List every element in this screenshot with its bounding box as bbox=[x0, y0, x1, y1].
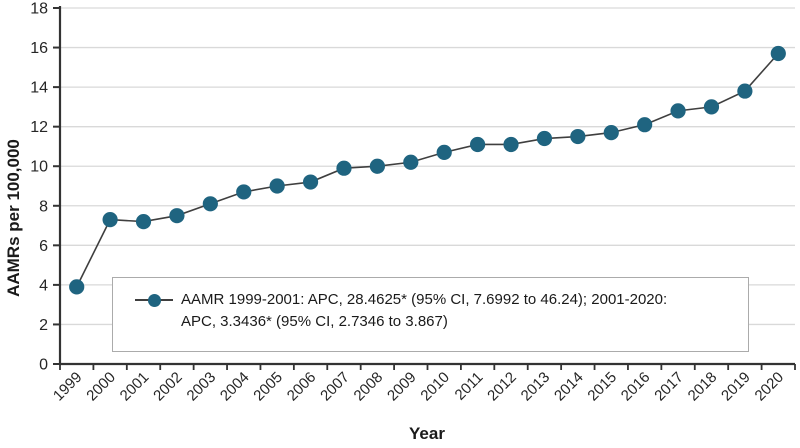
data-point bbox=[202, 196, 218, 212]
data-point bbox=[637, 117, 653, 133]
legend-dot-icon bbox=[147, 293, 161, 307]
series-marker-icon bbox=[135, 289, 173, 311]
data-point bbox=[737, 83, 753, 99]
trend-line bbox=[75, 52, 779, 288]
x-tick-label: 2007 bbox=[317, 369, 353, 405]
x-tick-label: 2004 bbox=[217, 369, 253, 405]
x-tick-label: 2011 bbox=[452, 369, 487, 404]
data-point bbox=[770, 45, 786, 62]
legend-box: AAMR 1999-2001: APC, 28.4625* (95% CI, 7… bbox=[112, 277, 749, 352]
data-point bbox=[302, 174, 319, 190]
data-point bbox=[670, 103, 686, 119]
data-point bbox=[536, 130, 553, 147]
y-tick-label: 10 bbox=[30, 159, 48, 176]
data-point bbox=[236, 184, 252, 200]
x-tick-label: 2015 bbox=[584, 369, 620, 405]
y-tick-label: 2 bbox=[39, 317, 48, 334]
data-point bbox=[703, 99, 720, 115]
legend-text: AAMR 1999-2001: APC, 28.4625* (95% CI, 7… bbox=[181, 289, 667, 333]
y-tick-label: 14 bbox=[30, 80, 48, 97]
data-point bbox=[436, 144, 452, 160]
x-tick-label: 2019 bbox=[718, 369, 754, 405]
x-tick-label: 2016 bbox=[618, 369, 654, 405]
y-tick-label: 18 bbox=[30, 1, 48, 18]
x-tick-label: 2018 bbox=[685, 369, 721, 405]
x-tick-label: 2002 bbox=[150, 369, 186, 405]
data-point bbox=[470, 136, 486, 153]
x-axis-title: Year bbox=[409, 424, 445, 443]
x-tick-label: 2010 bbox=[417, 369, 453, 405]
legend-text-line2: APC, 3.3436* (95% CI, 2.7346 to 3.867) bbox=[181, 313, 448, 330]
data-point bbox=[603, 125, 619, 141]
x-tick-label: 2013 bbox=[518, 369, 554, 405]
x-tick-label: 1999 bbox=[50, 369, 86, 405]
x-tick-label: 2005 bbox=[250, 369, 286, 405]
x-tick-label: 2020 bbox=[752, 369, 788, 405]
x-tick-label: 2006 bbox=[284, 369, 320, 405]
data-point bbox=[102, 212, 118, 228]
x-tick-label: 2012 bbox=[484, 369, 520, 405]
y-tick-label: 0 bbox=[39, 357, 48, 374]
y-tick-label: 16 bbox=[30, 40, 48, 57]
x-tick-label: 2014 bbox=[551, 369, 587, 405]
y-tick-label: 6 bbox=[39, 238, 48, 255]
data-point bbox=[570, 128, 586, 145]
data-point bbox=[135, 214, 152, 230]
x-tick-label: 2000 bbox=[83, 369, 119, 405]
data-point bbox=[336, 160, 352, 176]
x-tick-label: 2001 bbox=[117, 369, 153, 405]
y-tick-label: 8 bbox=[39, 198, 48, 215]
x-tick-label: 2008 bbox=[351, 369, 387, 405]
data-point bbox=[369, 158, 385, 174]
x-tick-label: 2017 bbox=[651, 369, 687, 405]
x-tick-label: 2009 bbox=[384, 369, 420, 405]
data-point bbox=[503, 136, 519, 153]
y-axis-title: AAMRs per 100,000 bbox=[4, 139, 23, 297]
x-tick-label: 2003 bbox=[184, 369, 220, 405]
data-point bbox=[403, 154, 419, 170]
data-point bbox=[69, 279, 85, 295]
y-tick-label: 12 bbox=[30, 119, 48, 136]
legend-text-line1: AAMR 1999-2001: APC, 28.4625* (95% CI, 7… bbox=[181, 291, 668, 308]
data-point bbox=[169, 208, 185, 224]
y-tick-label: 4 bbox=[39, 277, 48, 294]
data-point bbox=[269, 178, 285, 194]
